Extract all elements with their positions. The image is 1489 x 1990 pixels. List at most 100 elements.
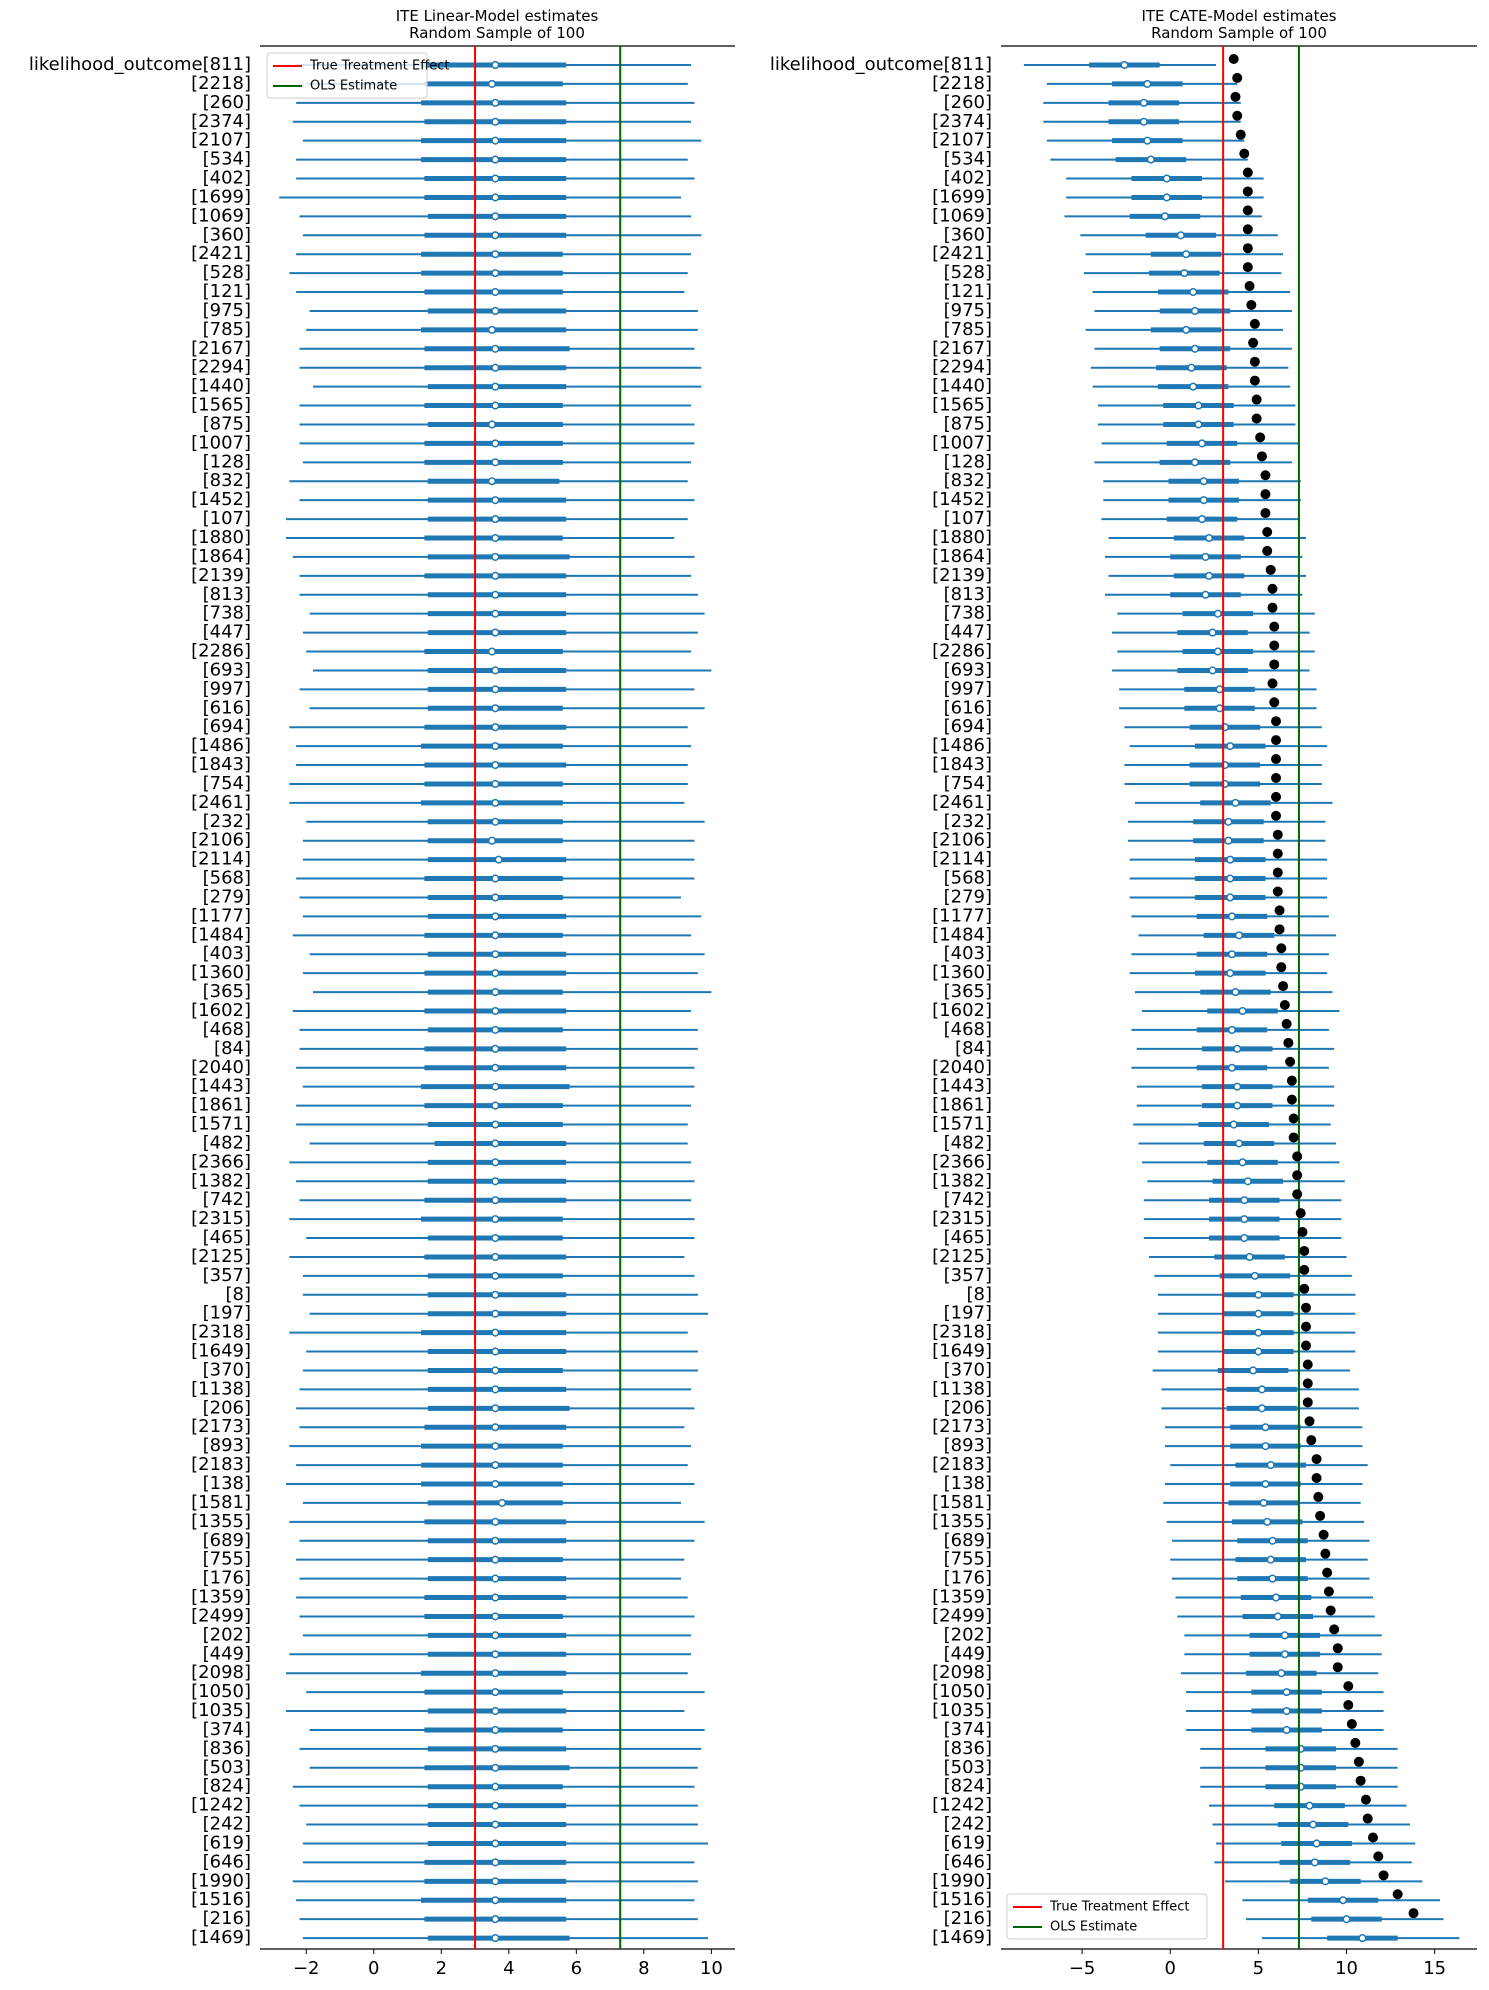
median-marker xyxy=(1176,231,1185,240)
row-label: [468] xyxy=(203,1019,251,1040)
true-effect-point xyxy=(1325,1605,1336,1616)
median-marker xyxy=(491,231,500,240)
row-label: [1359] xyxy=(932,1587,992,1608)
median-marker xyxy=(1215,704,1224,713)
true-effect-point xyxy=(1292,1170,1303,1181)
row-label: [1440] xyxy=(932,376,992,397)
row-label: [1007] xyxy=(191,432,251,453)
median-marker xyxy=(1263,1517,1272,1526)
median-marker xyxy=(487,836,496,845)
median-marker xyxy=(1321,1877,1330,1886)
median-marker xyxy=(491,60,500,70)
median-marker xyxy=(1308,1820,1318,1829)
row-label: [1602] xyxy=(932,1000,992,1021)
true-effect-point xyxy=(1288,1113,1299,1124)
row-label: [2294] xyxy=(191,357,251,378)
row-label: [121] xyxy=(944,281,992,302)
row-label: [1571] xyxy=(932,1114,992,1135)
row-label: [2114] xyxy=(191,849,251,870)
row-label: [2098] xyxy=(191,1662,251,1683)
true-effect-point xyxy=(1283,1037,1294,1048)
median-marker xyxy=(1254,1328,1263,1337)
median-marker xyxy=(1139,117,1148,126)
true-effect-point xyxy=(1271,754,1282,765)
median-marker xyxy=(1231,798,1240,807)
row-label: [2366] xyxy=(191,1151,251,1172)
median-marker xyxy=(1282,1725,1291,1735)
median-marker xyxy=(487,325,496,334)
x-tick-label: −5 xyxy=(1069,1958,1096,1979)
true-effect-point xyxy=(1232,110,1243,121)
row-label: [893] xyxy=(203,1435,251,1456)
row-label: [1035] xyxy=(191,1700,251,1721)
median-marker xyxy=(1224,817,1233,826)
true-effect-point xyxy=(1300,1321,1311,1332)
true-effect-point xyxy=(1276,943,1287,954)
true-effect-point xyxy=(1355,1775,1366,1786)
median-marker xyxy=(1249,1366,1258,1375)
row-label: [2286] xyxy=(191,641,251,662)
median-marker xyxy=(491,1706,500,1716)
row-label: [2139] xyxy=(191,565,251,586)
median-marker xyxy=(1338,1896,1348,1905)
row-label: [360] xyxy=(944,224,992,245)
row-label: [1843] xyxy=(932,754,992,775)
median-marker xyxy=(491,193,500,202)
median-marker xyxy=(491,1101,500,1110)
row-label: [449] xyxy=(203,1643,251,1664)
row-label: [482] xyxy=(944,1132,992,1153)
row-label: [694] xyxy=(203,716,251,737)
median-marker xyxy=(1261,1442,1270,1451)
row-label: [84] xyxy=(214,1038,251,1059)
median-marker xyxy=(1226,855,1235,864)
median-marker xyxy=(491,533,500,543)
row-label: [232] xyxy=(944,811,992,832)
row-label: [465] xyxy=(944,1227,992,1248)
true-effect-point xyxy=(1269,697,1280,708)
row-label: [528] xyxy=(944,262,992,283)
x-tick-label: 15 xyxy=(1423,1958,1446,1979)
median-marker xyxy=(491,117,500,126)
true-effect-point xyxy=(1302,1378,1313,1389)
row-label: [8] xyxy=(967,1284,993,1305)
median-marker xyxy=(1204,533,1214,543)
median-marker xyxy=(1233,1044,1242,1053)
row-label: [403] xyxy=(203,943,251,964)
legend-box xyxy=(266,52,428,99)
row-label: [128] xyxy=(203,451,251,472)
true-effect-point xyxy=(1242,167,1253,178)
true-effect-point xyxy=(1272,848,1283,859)
median-marker xyxy=(1197,439,1207,448)
row-label: [279] xyxy=(203,886,251,907)
median-marker xyxy=(491,1517,500,1526)
true-effect-point xyxy=(1251,394,1262,405)
true-effect-point xyxy=(1323,1586,1334,1597)
median-marker xyxy=(1234,931,1244,940)
true-effect-point xyxy=(1302,1359,1313,1370)
median-marker xyxy=(1208,666,1217,675)
median-marker xyxy=(1190,344,1199,353)
median-marker xyxy=(491,798,500,807)
row-label: [374] xyxy=(944,1719,992,1740)
median-marker xyxy=(1266,1461,1275,1470)
median-marker xyxy=(491,817,500,826)
true-effect-point xyxy=(1265,564,1276,575)
median-marker xyxy=(1194,420,1203,429)
row-label: [357] xyxy=(944,1265,992,1286)
row-label: [755] xyxy=(944,1549,992,1570)
median-marker xyxy=(491,1158,500,1167)
median-marker xyxy=(1189,287,1198,297)
median-marker xyxy=(487,79,496,88)
true-effect-point xyxy=(1235,129,1246,140)
row-label: [2218] xyxy=(191,73,251,94)
median-marker xyxy=(1162,174,1171,183)
median-marker xyxy=(491,571,500,580)
true-effect-point xyxy=(1300,1340,1311,1351)
median-marker xyxy=(1238,1006,1247,1016)
median-marker xyxy=(1266,1555,1275,1564)
row-label: [449] xyxy=(944,1643,992,1664)
true-effect-point xyxy=(1346,1718,1357,1729)
true-effect-point xyxy=(1304,1416,1315,1427)
median-marker xyxy=(1162,193,1171,202)
row-label: [646] xyxy=(944,1851,992,1872)
